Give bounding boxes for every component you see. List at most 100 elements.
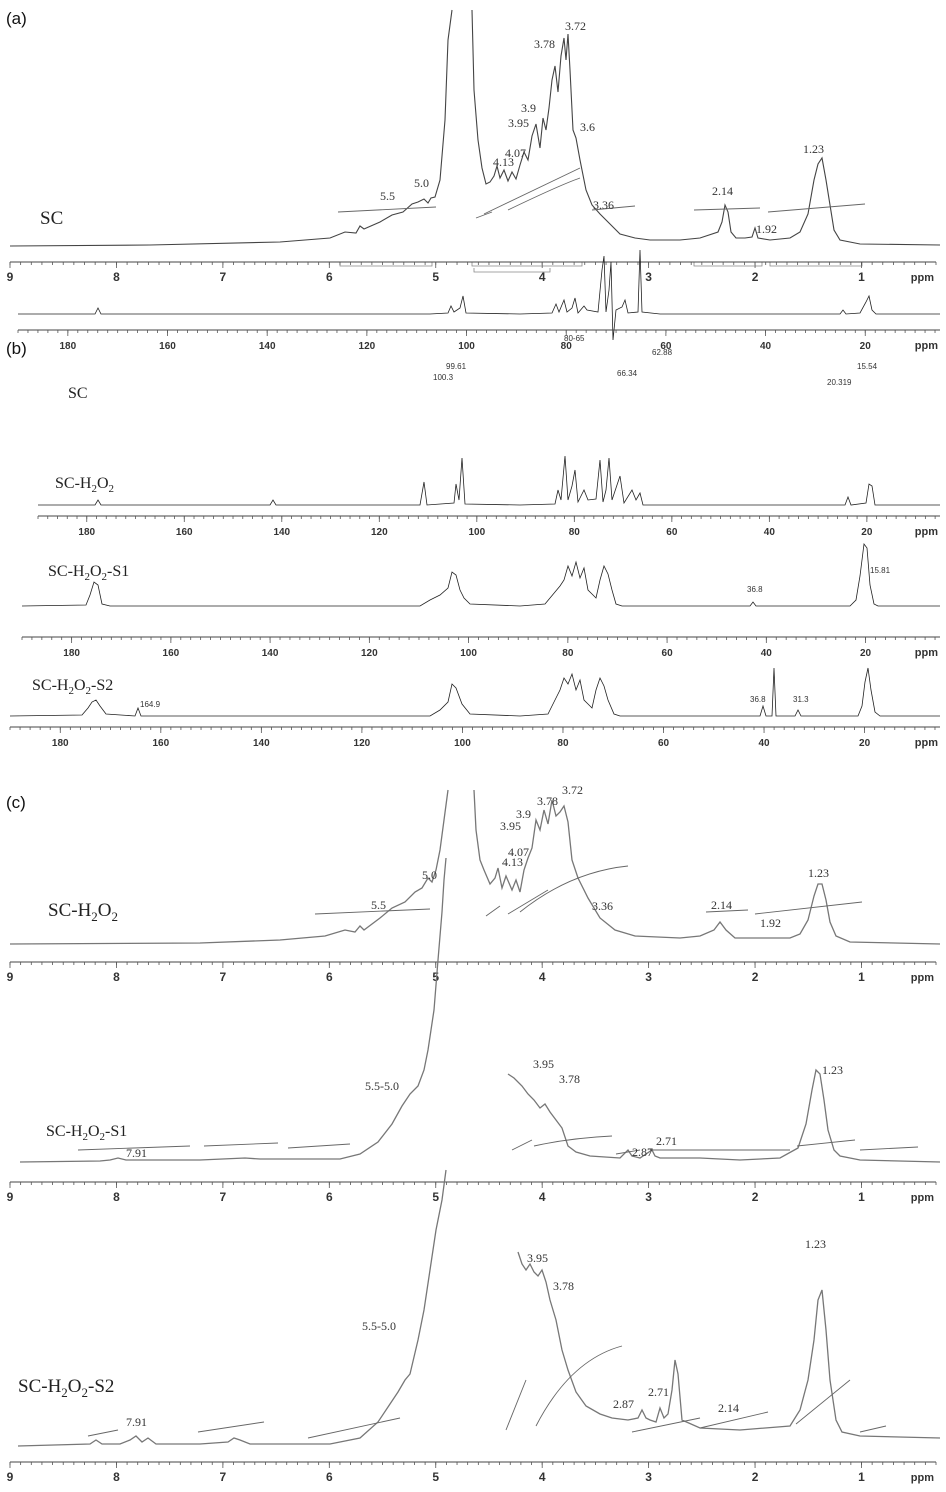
tick-label: 180 xyxy=(52,738,69,749)
tick-label: 7 xyxy=(220,1470,227,1484)
peak-label: 2.14 xyxy=(712,184,733,198)
spectrum-b-sc-h2o2-s2 xyxy=(9,667,940,717)
peak-label: 3.95 xyxy=(527,1251,548,1265)
axis-unit-label: ppm xyxy=(911,972,934,984)
tick-label: 160 xyxy=(163,648,180,659)
peak-label: 2.87 xyxy=(632,1145,653,1159)
tick-label: 60 xyxy=(662,648,674,659)
tick-label: 40 xyxy=(764,527,776,538)
axis-unit-label: ppm xyxy=(915,647,938,659)
tick-label: 100 xyxy=(458,341,475,352)
peak-label: 4.13 xyxy=(502,855,523,869)
peak-label: 3.72 xyxy=(565,19,586,33)
tick-label: 140 xyxy=(259,341,276,352)
x-axis-a: 9 8 7 6 5 4 3 2 1 ppm xyxy=(7,261,937,284)
tick-label: 160 xyxy=(152,738,169,749)
tick-label: 7 xyxy=(220,970,227,984)
peak-label: 4.13 xyxy=(493,155,514,169)
peak-label: 7.91 xyxy=(126,1415,147,1429)
spectrum-c-sc-h2o2-s1 xyxy=(19,857,941,1163)
spectrum-b-sc-h2o2-s1 xyxy=(21,542,940,607)
peak-label: 3.72 xyxy=(562,783,583,797)
tick-label: 8 xyxy=(113,970,120,984)
peak-label: 3.78 xyxy=(553,1279,574,1293)
axis-unit-label: ppm xyxy=(915,737,938,749)
tick-label: 6 xyxy=(326,270,333,284)
peak-label: 2.71 xyxy=(656,1134,677,1148)
tick-label: 60 xyxy=(658,738,670,749)
peak-label: 2.71 xyxy=(648,1385,669,1399)
peak-label: 3.95 xyxy=(533,1057,554,1071)
axis-unit-label: ppm xyxy=(911,1192,934,1204)
axis-unit-label: ppm xyxy=(911,1472,934,1484)
tick-label: 160 xyxy=(159,341,176,352)
peak-label: 2.14 xyxy=(718,1401,739,1415)
x-axis-c1: 9 8 7 6 5 4 3 2 1 ppm xyxy=(7,961,937,984)
peak-label: 36.8 xyxy=(750,695,766,704)
tick-label: 100 xyxy=(460,648,477,659)
panel-b: SC 100.3 99.61 80-65 66.34 62.88 20.319 … xyxy=(9,249,940,749)
peak-label: 3.9 xyxy=(516,807,531,821)
tick-label: 80 xyxy=(561,341,573,352)
tick-label: 40 xyxy=(758,738,770,749)
peak-label: 62.88 xyxy=(652,348,673,357)
peak-label: 3.78 xyxy=(534,37,555,51)
tick-label: 100 xyxy=(468,527,485,538)
tick-label: 80 xyxy=(557,738,569,749)
tick-label: 5 xyxy=(432,970,439,984)
tick-label: 6 xyxy=(326,1190,333,1204)
x-axis-b1: 180 160 140 120 100 80 60 40 20 ppm xyxy=(17,329,940,352)
tick-label: 20 xyxy=(861,527,873,538)
tick-label: 2 xyxy=(752,1470,759,1484)
tick-label: 3 xyxy=(645,1190,652,1204)
tick-label: 5 xyxy=(432,270,439,284)
peak-label: 31.3 xyxy=(793,695,809,704)
spectrum-c-sc-h2o2-s2 xyxy=(17,1169,941,1447)
tick-label: 9 xyxy=(7,270,14,284)
peak-label: 5.0 xyxy=(414,176,429,190)
peak-label: 3.95 xyxy=(500,819,521,833)
peak-label: 1.23 xyxy=(805,1237,826,1251)
sample-label-c1: SC-H2O2 xyxy=(48,900,118,924)
peak-label: 3.36 xyxy=(592,899,613,913)
sample-label-b1: SC xyxy=(68,385,88,402)
tick-label: 40 xyxy=(760,341,772,352)
tick-label: 140 xyxy=(262,648,279,659)
peak-label: 3.9 xyxy=(521,101,536,115)
peak-label: 164.9 xyxy=(140,700,161,709)
peak-label: 3.78 xyxy=(537,794,558,808)
sample-label-b3: SC-H2O2-S1 xyxy=(48,563,129,583)
tick-label: 5 xyxy=(432,1190,439,1204)
panel-label-a: (a) xyxy=(6,9,27,28)
peak-label: 3.95 xyxy=(508,116,529,130)
peak-label: 99.61 xyxy=(446,362,467,371)
peak-label: 1.23 xyxy=(803,142,824,156)
axis-unit-label: ppm xyxy=(915,526,938,538)
axis-unit-label: ppm xyxy=(915,340,938,352)
peak-label: 1.23 xyxy=(808,866,829,880)
peak-label: 3.36 xyxy=(593,198,614,212)
tick-label: 9 xyxy=(7,1190,14,1204)
spectrum-b-sc xyxy=(18,249,940,341)
tick-label: 140 xyxy=(253,738,270,749)
tick-label: 120 xyxy=(361,648,378,659)
tick-label: 1 xyxy=(858,1470,865,1484)
peak-label: 100.3 xyxy=(433,373,454,382)
tick-label: 7 xyxy=(220,270,227,284)
peak-label: 5.5-5.0 xyxy=(365,1079,399,1093)
sample-label-b2: SC-H2O2 xyxy=(55,475,114,495)
peak-label: 36.8 xyxy=(747,585,763,594)
tick-label: 80 xyxy=(562,648,574,659)
peak-label: 80-65 xyxy=(564,334,585,343)
tick-label: 40 xyxy=(761,648,773,659)
sample-label-a: SC xyxy=(40,208,63,229)
sample-label-c3: SC-H2O2-S2 xyxy=(18,1376,114,1400)
tick-label: 140 xyxy=(273,527,290,538)
tick-label: 4 xyxy=(539,1190,546,1204)
peak-label: 2.87 xyxy=(613,1397,634,1411)
peak-label: 15.81 xyxy=(870,566,891,575)
tick-label: 100 xyxy=(454,738,471,749)
panel-label-c: (c) xyxy=(6,793,26,812)
tick-label: 4 xyxy=(539,970,546,984)
tick-label: 20 xyxy=(860,648,872,659)
